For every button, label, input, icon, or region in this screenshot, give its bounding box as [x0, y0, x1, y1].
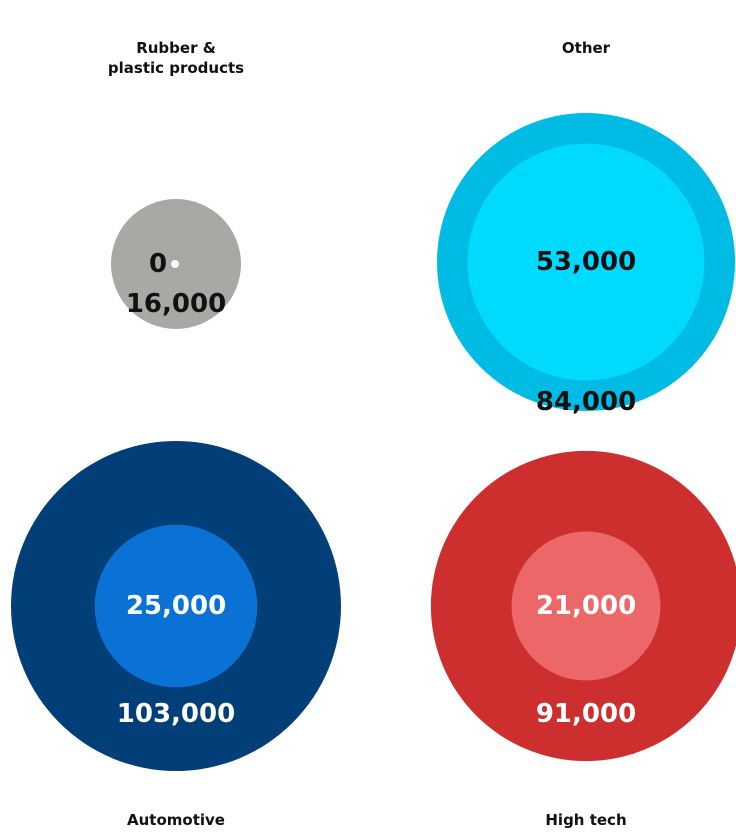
inner-value-label-rubber-plastic-products: 0	[149, 249, 167, 279]
outer-value-label-high-tech: 91,000	[536, 699, 636, 729]
inner-value-label-high-tech: 21,000	[536, 591, 636, 621]
category-label-automotive: Automotive	[127, 811, 225, 829]
inner-bubble-rubber-plastic-products	[171, 260, 179, 268]
outer-value-label-rubber-plastic-products: 16,000	[126, 289, 226, 319]
category-label-high-tech: High tech	[545, 811, 627, 829]
outer-value-label-other: 84,000	[536, 387, 636, 417]
inner-bubble-high-tech	[511, 531, 661, 681]
inner-bubble-other	[467, 143, 705, 381]
category-label-other: Other	[561, 39, 611, 57]
inner-value-label-automotive: 25,000	[126, 591, 226, 621]
outer-value-label-automotive: 103,000	[117, 699, 235, 729]
category-label-rubber-plastic: Rubber & plastic products	[107, 39, 245, 77]
inner-bubble-automotive	[94, 524, 258, 688]
inner-value-label-other: 53,000	[536, 247, 636, 277]
